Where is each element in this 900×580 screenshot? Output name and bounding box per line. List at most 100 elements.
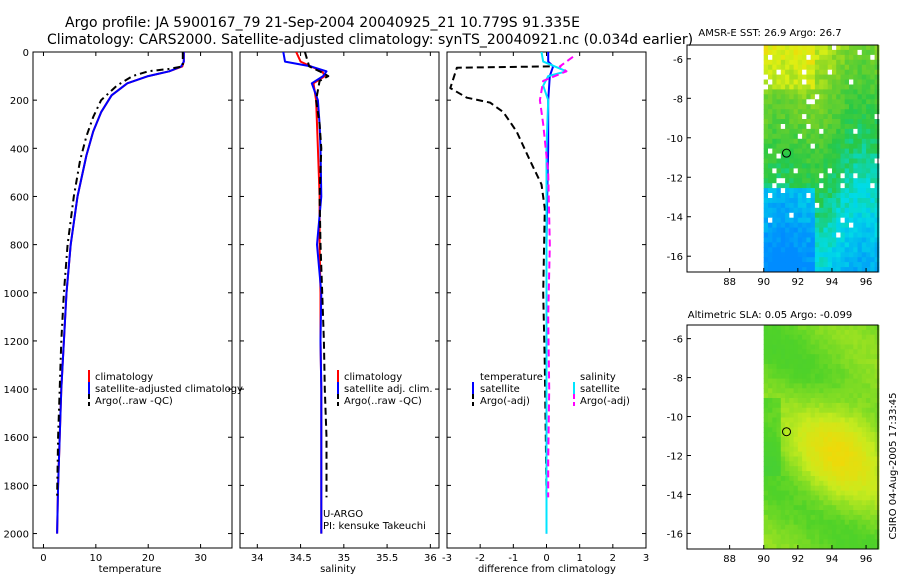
map-cell bbox=[763, 383, 769, 389]
map-cell bbox=[802, 539, 807, 545]
map-cell bbox=[806, 54, 812, 61]
map-cell bbox=[832, 237, 837, 243]
map-cell bbox=[874, 257, 880, 263]
map-cell bbox=[823, 133, 829, 140]
map-cell bbox=[849, 412, 854, 419]
sst-map bbox=[763, 45, 880, 273]
map-cell bbox=[870, 339, 876, 345]
map-cell bbox=[806, 64, 812, 71]
map-cell bbox=[866, 247, 871, 253]
map-cell bbox=[780, 334, 786, 341]
map-cell bbox=[814, 422, 820, 428]
map-cell bbox=[814, 168, 820, 174]
map-cell bbox=[836, 183, 841, 189]
map-cell bbox=[866, 432, 871, 438]
map-cell bbox=[763, 133, 769, 140]
map-cell bbox=[844, 267, 850, 273]
map-cell bbox=[840, 158, 846, 164]
map-cell bbox=[797, 524, 803, 531]
map-cell bbox=[827, 64, 833, 71]
map-cell bbox=[827, 514, 833, 521]
map-cell bbox=[823, 344, 829, 350]
map-cell bbox=[861, 252, 867, 258]
map-cell bbox=[806, 325, 812, 331]
map-cell bbox=[823, 54, 829, 61]
map-cell bbox=[849, 109, 854, 115]
map-cell bbox=[797, 325, 803, 331]
map-cell bbox=[776, 54, 782, 61]
map-cell bbox=[836, 173, 841, 179]
map-cell bbox=[789, 334, 795, 341]
map-cell bbox=[832, 242, 837, 248]
map-cell bbox=[857, 432, 863, 438]
map-cell bbox=[810, 227, 816, 233]
map-cell bbox=[785, 427, 790, 433]
map-cell bbox=[814, 505, 820, 511]
map-cell bbox=[793, 466, 799, 472]
map-cell bbox=[768, 476, 773, 482]
map-cell bbox=[806, 168, 812, 174]
map-cell bbox=[861, 383, 867, 389]
map-cell bbox=[840, 222, 846, 229]
map-cell bbox=[874, 124, 880, 130]
map-cell bbox=[785, 222, 790, 229]
map-cell bbox=[810, 388, 816, 394]
map-cell bbox=[780, 99, 786, 105]
map-cell bbox=[853, 485, 859, 492]
map-cell bbox=[832, 232, 837, 238]
map-cell bbox=[840, 451, 846, 457]
map-cell bbox=[827, 99, 833, 105]
map-cell bbox=[874, 49, 880, 56]
map-cell bbox=[763, 227, 769, 233]
map-cell bbox=[823, 114, 829, 120]
map-cell bbox=[840, 49, 846, 56]
map-cell bbox=[768, 383, 773, 389]
map-cell bbox=[789, 407, 795, 414]
map-cell bbox=[780, 378, 786, 384]
map-cell bbox=[840, 217, 846, 224]
map-cell bbox=[780, 212, 786, 219]
map-cell bbox=[827, 178, 833, 184]
map-cell bbox=[853, 133, 859, 140]
map-cell bbox=[866, 99, 871, 105]
map-cell bbox=[832, 84, 837, 90]
map-cell bbox=[849, 344, 854, 350]
map-cell bbox=[785, 514, 790, 521]
map-cell bbox=[866, 398, 871, 404]
map-cell bbox=[806, 500, 812, 506]
y-tick-label: 1200 bbox=[4, 337, 29, 348]
map-cell bbox=[768, 79, 773, 85]
map-cell bbox=[874, 247, 880, 253]
x-tick-label: 94 bbox=[826, 277, 839, 288]
map-cell bbox=[832, 262, 837, 268]
map-cell bbox=[802, 64, 807, 71]
map-cell bbox=[823, 242, 829, 248]
map-cell bbox=[853, 393, 859, 399]
map-cell bbox=[776, 49, 782, 56]
map-cell bbox=[793, 114, 799, 120]
map-cell bbox=[789, 500, 795, 506]
map-cell bbox=[763, 217, 769, 224]
map-cell bbox=[780, 64, 786, 71]
map-cell bbox=[823, 539, 829, 545]
map-cell bbox=[870, 232, 876, 238]
map-cell bbox=[849, 84, 854, 90]
map-cell bbox=[802, 54, 807, 61]
map-cell bbox=[768, 325, 773, 331]
map-cell bbox=[789, 451, 795, 457]
map-cell bbox=[866, 378, 871, 384]
map-cell bbox=[776, 500, 782, 506]
map-cell bbox=[768, 59, 773, 66]
map-cell bbox=[857, 54, 863, 61]
map-cell bbox=[768, 524, 773, 531]
map-cell bbox=[772, 359, 778, 365]
map-cell bbox=[797, 227, 803, 233]
map-cell bbox=[836, 471, 841, 477]
map-cell bbox=[768, 344, 773, 350]
map-cell bbox=[772, 456, 778, 462]
map-cell bbox=[814, 124, 820, 130]
map-cell bbox=[763, 329, 769, 336]
map-cell bbox=[806, 207, 812, 214]
map-cell bbox=[836, 133, 841, 140]
map-cell bbox=[780, 412, 786, 419]
